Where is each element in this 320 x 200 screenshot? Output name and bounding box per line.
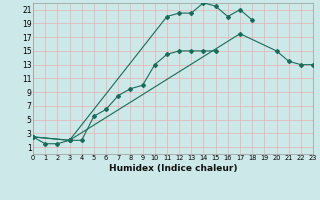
X-axis label: Humidex (Indice chaleur): Humidex (Indice chaleur) xyxy=(109,164,237,173)
